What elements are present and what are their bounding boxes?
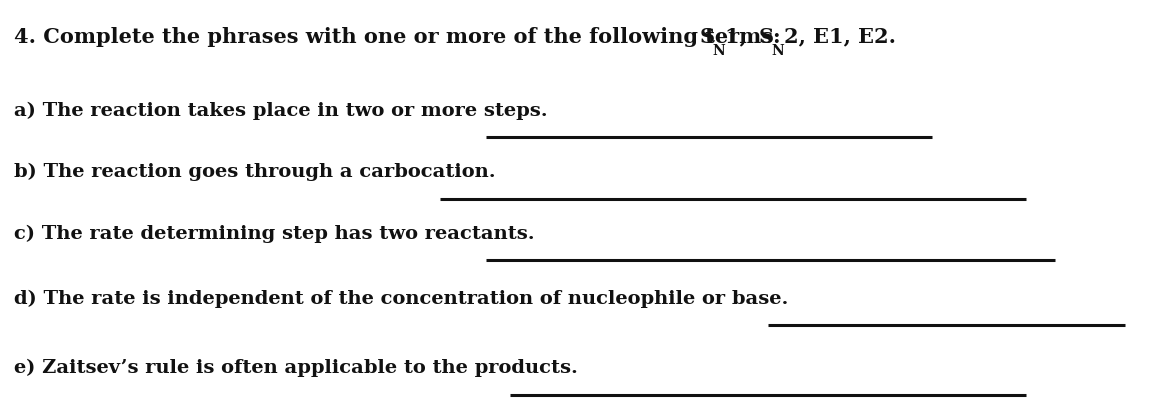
Text: b) The reaction goes through a carbocation.: b) The reaction goes through a carbocati…	[14, 163, 496, 182]
Text: S: S	[700, 27, 715, 47]
Text: c) The rate determining step has two reactants.: c) The rate determining step has two rea…	[14, 224, 534, 243]
Text: S: S	[758, 27, 774, 47]
Text: e) Zaitsev’s rule is often applicable to the products.: e) Zaitsev’s rule is often applicable to…	[14, 359, 578, 377]
Text: N: N	[713, 44, 725, 58]
Text: 4. Complete the phrases with one or more of the following terms:: 4. Complete the phrases with one or more…	[14, 27, 788, 47]
Text: a) The reaction takes place in two or more steps.: a) The reaction takes place in two or mo…	[14, 102, 547, 120]
Text: d) The rate is independent of the concentration of nucleophile or base.: d) The rate is independent of the concen…	[14, 290, 789, 308]
Text: 1,: 1,	[725, 27, 755, 47]
Text: N: N	[771, 44, 784, 58]
Text: 2, E1, E2.: 2, E1, E2.	[784, 27, 897, 47]
